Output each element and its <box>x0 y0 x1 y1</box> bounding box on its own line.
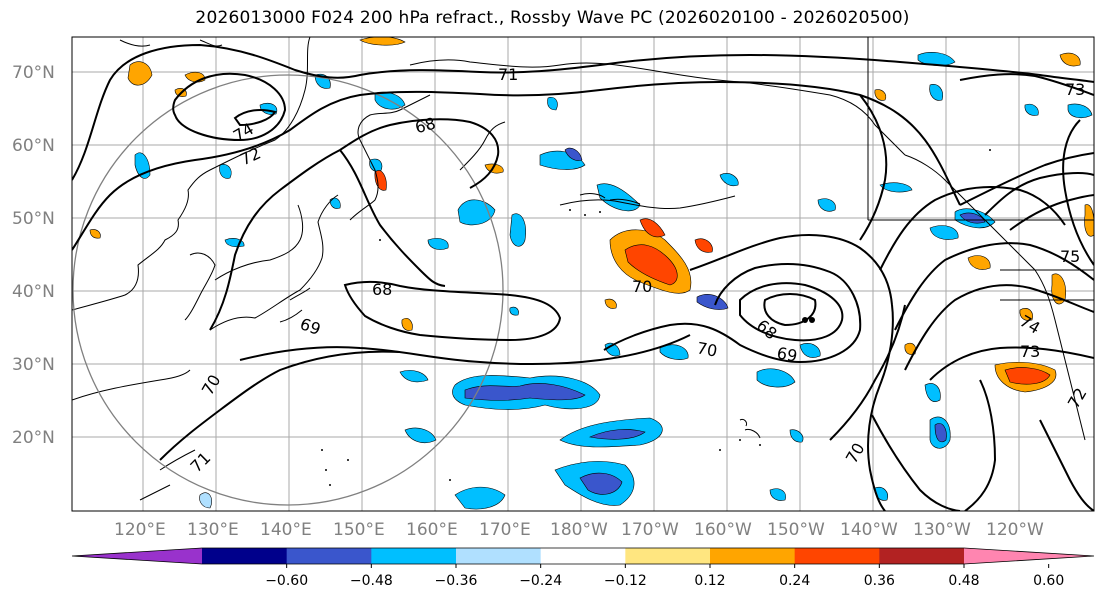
contour-label: 68 <box>372 280 392 299</box>
contour-label: 70 <box>632 277 652 296</box>
positive-anomaly-patches <box>89 37 1094 393</box>
contour-label: 75 <box>1060 247 1080 266</box>
lat-label: 50°N <box>12 209 55 229</box>
lon-label: 160°E <box>406 520 458 540</box>
colorbar-tick-label: −0.36 <box>435 573 478 589</box>
contour-label: 71 <box>498 65 518 84</box>
contour-lines <box>72 43 1094 511</box>
colorbar-tick-label: 0.24 <box>779 573 810 589</box>
lon-label: 140°E <box>260 520 312 540</box>
colorbar-segment <box>540 548 626 564</box>
lat-label: 60°N <box>12 136 55 156</box>
colorbar: −0.60 −0.48 −0.36 −0.24 −0.12 0.12 0.24 0.36 0.4… <box>71 547 1095 589</box>
colorbar-tick-label: −0.12 <box>604 573 647 589</box>
colorbar-tick-label: −0.24 <box>519 573 562 589</box>
colorbar-tick-label: −0.60 <box>265 573 308 589</box>
colorbar-outline <box>71 547 1095 565</box>
lon-label: 170°W <box>621 520 679 540</box>
negative-anomaly-patches <box>134 52 1093 510</box>
colorbar-segment <box>794 548 880 564</box>
colorbar-tick-label: −0.48 <box>350 573 393 589</box>
lat-label: 30°N <box>12 355 55 375</box>
lon-label: 120°E <box>114 520 166 540</box>
map-frame <box>71 36 1095 512</box>
colorbar-tick-label: 0.36 <box>864 573 895 589</box>
contour-label: 69 <box>775 343 798 365</box>
colorbar-segment <box>286 548 372 564</box>
lon-label: 170°E <box>479 520 531 540</box>
contour-label: 68 <box>413 114 438 138</box>
contour-label: 73 <box>1020 342 1040 361</box>
contour-label: 70 <box>695 338 718 360</box>
contour-labels: 71 74 72 68 68 70 69 70 71 68 69 70 70 7… <box>187 65 1091 476</box>
coastlines <box>72 37 1094 501</box>
lon-label: 160°W <box>694 520 752 540</box>
region-circle <box>72 74 504 506</box>
colorbar-segment <box>879 548 965 564</box>
colorbar-segment <box>625 548 711 564</box>
colorbar-tick-label: 0.48 <box>948 573 979 589</box>
lon-label: 120°W <box>986 520 1044 540</box>
colorbar-extend-high <box>964 548 1094 564</box>
colorbar-segment <box>710 548 796 564</box>
lat-label: 70°N <box>12 63 55 83</box>
longitude-labels: 120°E 130°E 140°E 150°E 160°E 170°E 180°… <box>114 520 1044 540</box>
map-title: 2026013000 F024 200 hPa refract., Rossby… <box>195 8 910 28</box>
lat-label: 20°N <box>12 428 55 448</box>
lon-label: 150°W <box>767 520 825 540</box>
lon-label: 130°E <box>187 520 239 540</box>
lon-label: 130°W <box>913 520 971 540</box>
colorbar-extend-low <box>72 548 202 564</box>
colorbar-segment <box>456 548 542 564</box>
lat-label: 40°N <box>12 282 55 302</box>
contour-label: 73 <box>1065 80 1085 99</box>
lon-label: 180°W <box>550 520 608 540</box>
colorbar-segment <box>202 548 288 564</box>
colorbar-tick-label: 0.60 <box>1033 573 1064 589</box>
lon-label: 150°E <box>333 520 385 540</box>
colorbar-segment <box>371 548 457 564</box>
colorbar-tick-label: 0.12 <box>694 573 725 589</box>
lon-label: 140°W <box>840 520 898 540</box>
latitude-labels: 70°N 60°N 50°N 40°N 30°N 20°N <box>12 63 55 448</box>
